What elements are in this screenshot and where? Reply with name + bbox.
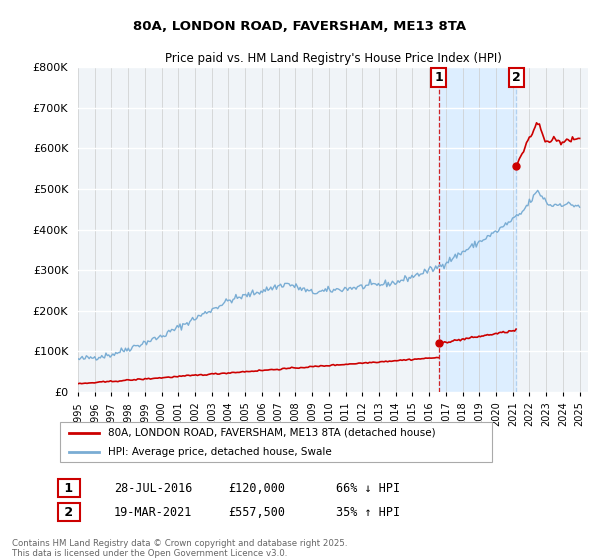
Text: HPI: Average price, detached house, Swale: HPI: Average price, detached house, Swal… — [107, 447, 331, 457]
FancyBboxPatch shape — [60, 422, 492, 462]
Text: 35% ↑ HPI: 35% ↑ HPI — [336, 506, 400, 519]
Text: 66% ↓ HPI: 66% ↓ HPI — [336, 482, 400, 495]
Text: 19-MAR-2021: 19-MAR-2021 — [114, 506, 193, 519]
Bar — [439, 67, 516, 392]
Text: 1: 1 — [60, 482, 77, 495]
Text: 80A, LONDON ROAD, FAVERSHAM, ME13 8TA (detached house): 80A, LONDON ROAD, FAVERSHAM, ME13 8TA (d… — [107, 428, 435, 438]
Text: 80A, LONDON ROAD, FAVERSHAM, ME13 8TA: 80A, LONDON ROAD, FAVERSHAM, ME13 8TA — [133, 20, 467, 32]
Text: 1: 1 — [434, 71, 443, 84]
Text: 2: 2 — [60, 506, 77, 519]
Text: £557,500: £557,500 — [228, 506, 285, 519]
Text: 2: 2 — [512, 71, 521, 84]
Text: 28-JUL-2016: 28-JUL-2016 — [114, 482, 193, 495]
Text: Contains HM Land Registry data © Crown copyright and database right 2025.
This d: Contains HM Land Registry data © Crown c… — [12, 539, 347, 558]
Title: Price paid vs. HM Land Registry's House Price Index (HPI): Price paid vs. HM Land Registry's House … — [164, 52, 502, 64]
Text: £120,000: £120,000 — [228, 482, 285, 495]
